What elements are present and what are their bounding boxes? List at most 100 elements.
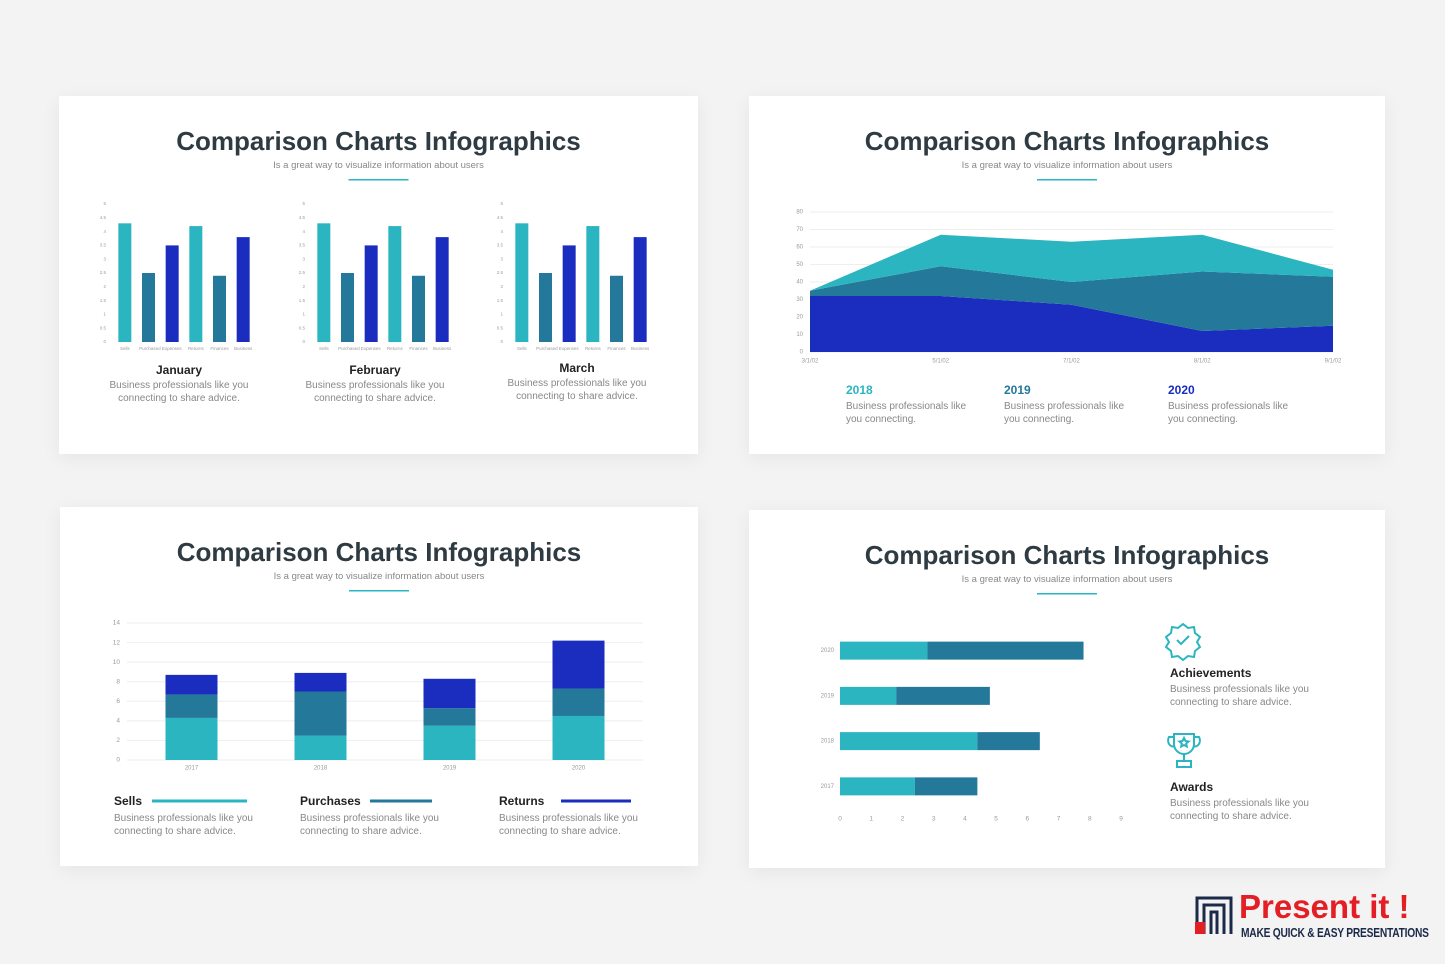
feature-text: Business professionals like you connecti… (1170, 684, 1309, 708)
bar-segment (294, 691, 347, 736)
y-tick-label: 1.5 (100, 298, 107, 303)
bar (118, 223, 132, 342)
brand-logo (1195, 896, 1233, 934)
bar-segment (423, 708, 476, 726)
bar (610, 275, 623, 342)
y-tick-label: 2 (103, 284, 106, 289)
x-tick-label: 9/1/02 (1325, 359, 1342, 365)
legend-text: Business professionals like you connecti… (114, 813, 253, 837)
slide-subtitle: Is a great way to visualize information … (961, 160, 1173, 171)
x-tick-label: Returns (387, 346, 404, 351)
y-tick-label: 2.5 (299, 270, 306, 275)
bar-segment (840, 777, 915, 796)
x-tick-label: 7/1/02 (1063, 359, 1080, 365)
y-tick-label: 1.5 (299, 298, 306, 303)
bar-segment (927, 641, 1084, 660)
x-tick-label: 2019 (443, 766, 457, 772)
x-tick-label: 1 (869, 816, 873, 823)
x-tick-label: 2017 (185, 766, 199, 772)
bar (189, 226, 203, 342)
x-tick-label: Purchased Expenses (338, 346, 381, 351)
y-tick-label: 4.5 (100, 215, 107, 220)
y-tick-label: 5 (103, 201, 106, 206)
slide-title: Comparison Charts Infographics (864, 126, 1270, 156)
x-tick-label: 8/1/02 (1194, 359, 1211, 365)
x-tick-label: Purchased Expenses (139, 346, 182, 351)
bar-segment (840, 641, 928, 660)
slide-subtitle: Is a great way to visualize information … (273, 160, 484, 171)
x-tick-label: Business (631, 346, 650, 351)
slide-title: Comparison Charts Infographics (176, 537, 582, 567)
bar-segment (552, 715, 605, 760)
y-tick-label: 80 (796, 210, 803, 216)
chart-caption-text: Business professionals like you connecti… (305, 380, 445, 404)
legend-label: 2018 (846, 383, 873, 397)
chart-caption-text: Business professionals like you connecti… (507, 378, 647, 402)
title-underline (349, 590, 409, 592)
y-tick-label: 4.5 (497, 215, 504, 220)
award-icon (1167, 733, 1201, 768)
legend-label: 2020 (1168, 383, 1195, 397)
y-tick-label: 5 (302, 201, 305, 206)
bar (586, 226, 600, 342)
y-tick-label: 0.5 (299, 325, 306, 330)
y-tick-label: 0.5 (497, 325, 504, 330)
y-tick-label: 20 (796, 315, 803, 321)
bar (364, 245, 378, 342)
y-tick-label: 4 (302, 229, 305, 234)
y-tick-label: 1 (103, 312, 106, 317)
y-tick-label: 2020 (821, 648, 835, 654)
bar-segment (165, 717, 218, 760)
bar-segment (840, 732, 978, 751)
bar-segment (423, 678, 476, 709)
feature-text: Business professionals like you connecti… (1170, 798, 1309, 822)
legend-text: Business professionals like you connecti… (499, 813, 638, 837)
area (810, 266, 1333, 331)
x-tick-label: 8 (1088, 816, 1092, 823)
bar-segment (552, 640, 605, 689)
title-underline (1037, 179, 1097, 181)
x-tick-label: 9 (1119, 816, 1123, 823)
x-tick-label: 7 (1057, 816, 1061, 823)
y-tick-label: 3.5 (299, 243, 306, 248)
y-tick-label: 0 (302, 339, 305, 344)
bar-segment (977, 732, 1040, 751)
bar-segment (165, 694, 218, 718)
legend-text: Business professionals like you connecti… (300, 813, 439, 837)
y-tick-label: 60 (796, 245, 803, 251)
y-tick-label: 0.5 (100, 325, 107, 330)
bar-segment (552, 688, 605, 716)
y-tick-label: 14 (113, 620, 121, 627)
chart-caption-title: March (559, 361, 595, 375)
y-tick-label: 1 (302, 312, 305, 317)
x-tick-label: 3/1/02 (802, 359, 819, 365)
bar (633, 237, 647, 342)
y-tick-label: 5 (500, 201, 503, 206)
area (810, 234, 1333, 291)
y-tick-label: 4 (116, 718, 120, 725)
bar (317, 223, 331, 342)
y-tick-label: 6 (116, 698, 120, 705)
x-tick-label: Business (234, 346, 253, 351)
x-tick-label: Finances (409, 346, 428, 351)
y-tick-label: 3 (500, 256, 503, 261)
legend-label: 2019 (1004, 383, 1031, 397)
bar-segment (294, 672, 347, 692)
area (810, 296, 1333, 352)
bar (213, 275, 226, 342)
y-tick-label: 2 (302, 284, 305, 289)
y-tick-label: 3 (103, 256, 106, 261)
x-tick-label: Finances (210, 346, 229, 351)
achievement-icon (1164, 622, 1202, 662)
bar (142, 273, 155, 342)
legend-text: Business professionals like you connecti… (1004, 401, 1125, 425)
bar (435, 237, 449, 342)
x-tick-label: Purchased Expenses (536, 346, 579, 351)
y-tick-label: 4 (103, 229, 106, 234)
title-underline (348, 179, 409, 181)
y-tick-label: 3.5 (100, 243, 107, 248)
y-tick-label: 2.5 (100, 270, 107, 275)
y-tick-label: 50 (796, 262, 803, 268)
x-tick-label: Returns (585, 346, 602, 351)
slide-subtitle: Is a great way to visualize information … (961, 574, 1173, 585)
